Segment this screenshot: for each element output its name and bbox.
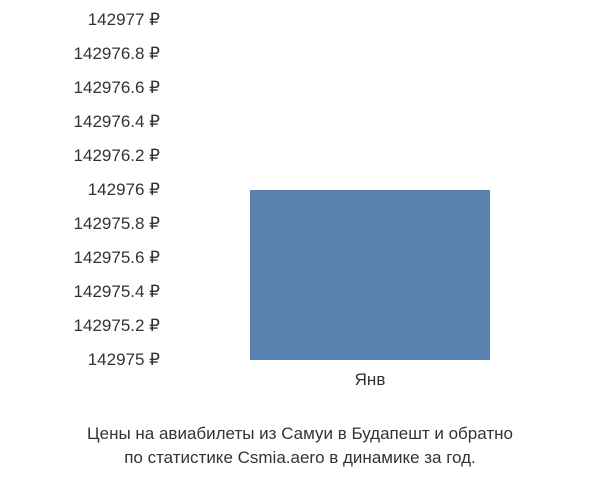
y-tick-label: 142977 ₽ bbox=[88, 10, 160, 30]
caption-line-1: Цены на авиабилеты из Самуи в Будапешт и… bbox=[0, 422, 600, 446]
y-tick-label: 142976.4 ₽ bbox=[74, 112, 160, 132]
x-tick-label: Янв bbox=[355, 370, 386, 390]
chart-caption: Цены на авиабилеты из Самуи в Будапешт и… bbox=[0, 422, 600, 470]
plot-area bbox=[170, 20, 570, 360]
chart-container: 142977 ₽142976.8 ₽142976.6 ₽142976.4 ₽14… bbox=[20, 20, 580, 420]
y-tick-label: 142975.8 ₽ bbox=[74, 214, 160, 234]
y-tick-label: 142976 ₽ bbox=[88, 180, 160, 200]
y-tick-label: 142976.8 ₽ bbox=[74, 44, 160, 64]
y-tick-label: 142975 ₽ bbox=[88, 350, 160, 370]
y-tick-label: 142975.6 ₽ bbox=[74, 248, 160, 268]
y-tick-label: 142975.2 ₽ bbox=[74, 316, 160, 336]
bar bbox=[250, 190, 490, 360]
y-tick-label: 142975.4 ₽ bbox=[74, 282, 160, 302]
caption-line-2: по статистике Csmia.aero в динамике за г… bbox=[0, 446, 600, 470]
y-axis: 142977 ₽142976.8 ₽142976.6 ₽142976.4 ₽14… bbox=[20, 20, 160, 360]
y-tick-label: 142976.6 ₽ bbox=[74, 78, 160, 98]
y-tick-label: 142976.2 ₽ bbox=[74, 146, 160, 166]
